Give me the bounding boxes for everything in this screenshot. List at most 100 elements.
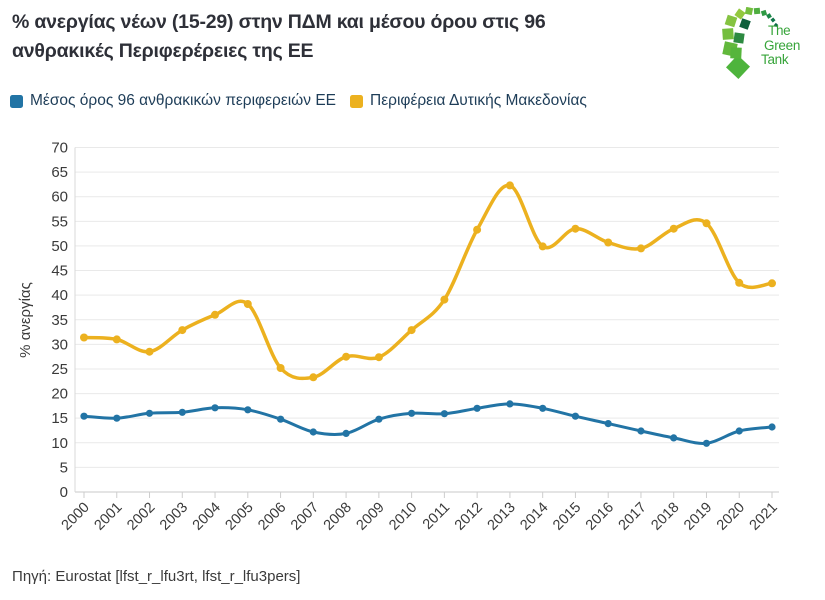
y-tick-label: 50 — [51, 238, 68, 255]
x-tick-label: 2010 — [386, 500, 420, 534]
data-point-s1-2000 — [80, 333, 88, 342]
data-point-s1-2015 — [571, 224, 580, 233]
data-point-s1-2010 — [407, 326, 416, 335]
x-tick-label: 2021 — [747, 500, 781, 534]
x-tick-label: 2017 — [616, 500, 650, 534]
data-point-s0-2019 — [702, 439, 711, 447]
y-tick-label: 35 — [51, 312, 68, 329]
x-tick-label: 2020 — [714, 500, 748, 534]
data-point-s1-2018 — [669, 224, 678, 233]
data-point-s0-2013 — [506, 400, 514, 408]
x-tick-label: 2002 — [124, 500, 158, 534]
data-point-s0-2007 — [309, 428, 317, 436]
x-tick-label: 2009 — [354, 500, 388, 534]
data-point-s0-2011 — [440, 410, 448, 418]
data-point-s0-2006 — [277, 415, 285, 423]
y-tick-label: 70 — [51, 140, 68, 157]
x-tick-label: 2003 — [157, 500, 191, 534]
x-tick-label: 2014 — [517, 500, 551, 534]
data-point-s1-2007 — [309, 373, 318, 382]
data-point-s0-2010 — [408, 409, 416, 417]
data-point-s1-2008 — [342, 352, 351, 361]
data-point-s0-2003 — [178, 408, 186, 416]
data-point-s0-2015 — [571, 412, 580, 420]
y-tick-label: 55 — [51, 213, 68, 230]
x-tick-label: 2018 — [648, 500, 682, 534]
green-tank-logo-text: The Green Tank — [761, 23, 801, 68]
data-point-s0-2004 — [211, 404, 219, 412]
y-tick-label: 45 — [51, 263, 68, 280]
data-point-s1-2021 — [768, 279, 776, 288]
legend-item-0: Μέσος όρος 96 ανθρακικών περιφερειών ΕΕ — [10, 92, 336, 110]
data-point-s0-2016 — [604, 420, 612, 428]
x-tick-label: 2019 — [681, 500, 715, 534]
line-chart: 0 5 10 15 20 25 30 35 40 45 50 55 60 65 70 200020012002… — [17, 140, 781, 534]
data-point-s0-2002 — [145, 409, 154, 417]
data-point-s1-2019 — [702, 219, 711, 228]
chart-legend: Μέσος όρος 96 ανθρακικών περιφερειών ΕΕ Π… — [10, 92, 587, 110]
x-tick-label: 2013 — [485, 500, 519, 534]
data-point-s1-2002 — [145, 347, 154, 356]
y-tick-label: 60 — [51, 189, 68, 206]
line-series-1 — [82, 183, 774, 381]
title-line-1: % ανεργίας νέων (15-29) στην ΠΔΜ και μέσ… — [12, 11, 546, 33]
logo-word-tank: Tank — [761, 52, 789, 67]
legend-label: Περιφέρεια Δυτικής Μακεδονίας — [370, 92, 587, 109]
x-tick-label: 2015 — [550, 500, 584, 534]
y-tick-label: 65 — [51, 164, 68, 181]
x-tick-label: 2004 — [190, 500, 224, 534]
data-point-s0-2018 — [670, 434, 678, 442]
x-tick-label: 2008 — [321, 500, 355, 534]
x-tick-label: 2012 — [452, 500, 486, 534]
data-point-s0-2001 — [113, 414, 121, 422]
x-tick-label: 2016 — [583, 500, 617, 534]
y-tick-label: 30 — [51, 336, 68, 353]
data-point-s0-2021 — [768, 423, 776, 431]
data-point-s0-2014 — [539, 404, 547, 412]
y-tick-label: 5 — [60, 459, 68, 476]
x-tick-label: 2000 — [59, 500, 93, 534]
data-point-s0-2009 — [375, 415, 383, 423]
data-point-s1-2014 — [538, 242, 547, 251]
legend-swatch — [350, 94, 364, 108]
logo-word-the: The — [768, 23, 791, 38]
line-series-0 — [82, 402, 774, 445]
data-point-s0-2012 — [473, 404, 481, 412]
data-point-s0-2008 — [342, 429, 350, 437]
data-point-s1-2001 — [112, 335, 121, 344]
data-point-s0-2017 — [637, 427, 645, 435]
data-point-s1-2011 — [440, 295, 449, 304]
x-tick-label: 2005 — [223, 500, 257, 534]
data-point-s1-2003 — [178, 326, 187, 335]
data-point-s1-2017 — [637, 244, 645, 253]
y-tick-label: 15 — [51, 410, 68, 427]
legend-label: Μέσος όρος 96 ανθρακικών περιφερειών ΕΕ — [30, 92, 337, 109]
green-tank-logo: The Green Tank — [718, 7, 822, 87]
data-point-s1-2005 — [243, 300, 252, 308]
data-point-s1-2020 — [735, 278, 744, 287]
title-line-2: ανθρακικές Περιφερέρειες της ΕΕ — [12, 40, 314, 62]
data-point-s1-2009 — [374, 353, 383, 362]
data-point-s1-2016 — [604, 238, 613, 247]
y-tick-label: 40 — [51, 287, 68, 304]
y-tick-label: 0 — [60, 484, 68, 501]
legend-swatch — [10, 94, 23, 108]
data-point-s1-2004 — [211, 310, 219, 319]
y-axis-title: % ανεργίας — [17, 282, 34, 358]
x-tick-label: 2011 — [420, 500, 453, 533]
data-point-s0-2005 — [244, 406, 252, 414]
page-title: % ανεργίας νέων (15-29) στην ΠΔΜ και μέσ… — [12, 8, 546, 66]
y-tick-label: 10 — [51, 435, 68, 452]
green-tank-swirl-icon — [722, 7, 779, 80]
x-tick-label: 2007 — [288, 500, 322, 534]
legend-item-1: Περιφέρεια Δυτικής Μακεδονίας — [350, 92, 587, 110]
source-note: Πηγή: Eurostat [lfst_r_lfu3rt, lfst_r_lf… — [12, 568, 301, 585]
data-point-s1-2012 — [473, 225, 482, 234]
y-tick-label: 25 — [51, 361, 68, 378]
data-point-s0-2020 — [735, 427, 743, 435]
data-point-s1-2006 — [276, 364, 285, 372]
data-point-s0-2000 — [80, 412, 88, 420]
y-tick-label: 20 — [51, 386, 68, 403]
logo-word-green: Green — [764, 37, 801, 53]
